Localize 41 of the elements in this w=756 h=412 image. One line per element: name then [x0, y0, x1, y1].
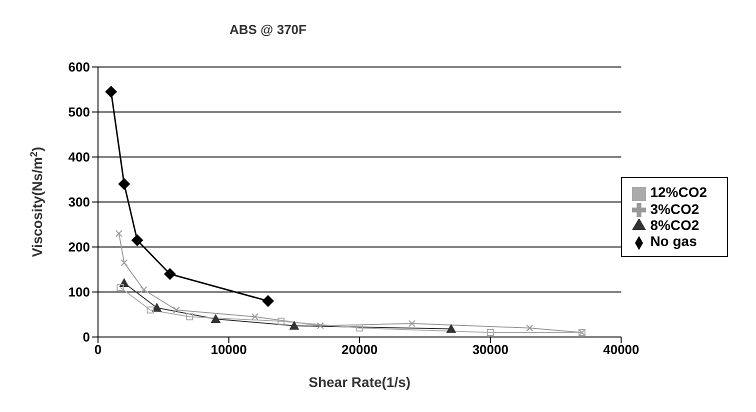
point — [116, 284, 124, 291]
point — [186, 313, 194, 320]
point — [105, 86, 118, 98]
point — [446, 324, 456, 333]
x-tick-label: 40000 — [603, 342, 640, 358]
chart-title: ABS @ 370F — [228, 21, 308, 37]
point — [152, 302, 162, 312]
x-tick-label: 10000 — [210, 342, 247, 358]
point — [408, 320, 416, 327]
point — [356, 324, 364, 332]
y-tick-label: 500 — [68, 104, 90, 120]
point — [278, 318, 285, 325]
x-tick-label: 30000 — [472, 342, 508, 358]
point — [120, 259, 128, 266]
point — [164, 268, 176, 280]
point — [140, 286, 148, 294]
point — [172, 306, 180, 314]
point — [526, 324, 534, 332]
y-tick-label: 0 — [82, 330, 90, 345]
x-tick-label: 20000 — [342, 342, 378, 358]
point — [262, 295, 274, 307]
point — [146, 306, 154, 314]
y-tick-label: 200 — [68, 240, 90, 255]
point — [210, 314, 221, 323]
legend-label: 3%CO2 — [650, 200, 700, 217]
point — [251, 313, 258, 320]
point — [131, 234, 144, 246]
point — [115, 230, 122, 237]
point — [289, 320, 300, 330]
x-tick-label: 0 — [94, 342, 102, 358]
y-tick-label: 300 — [68, 194, 90, 210]
y-tick-label: 100 — [68, 284, 90, 300]
legend-label: 8%CO2 — [650, 217, 700, 233]
legend-label: 12%CO2 — [650, 184, 707, 200]
point — [486, 329, 494, 336]
y-tick-label: 400 — [68, 150, 90, 165]
legend-label: No gas — [650, 233, 697, 250]
point — [316, 322, 324, 330]
y-tick-label: 600 — [68, 60, 90, 75]
point — [118, 178, 130, 190]
x-axis-title: Shear Rate(1/s) — [308, 374, 411, 390]
